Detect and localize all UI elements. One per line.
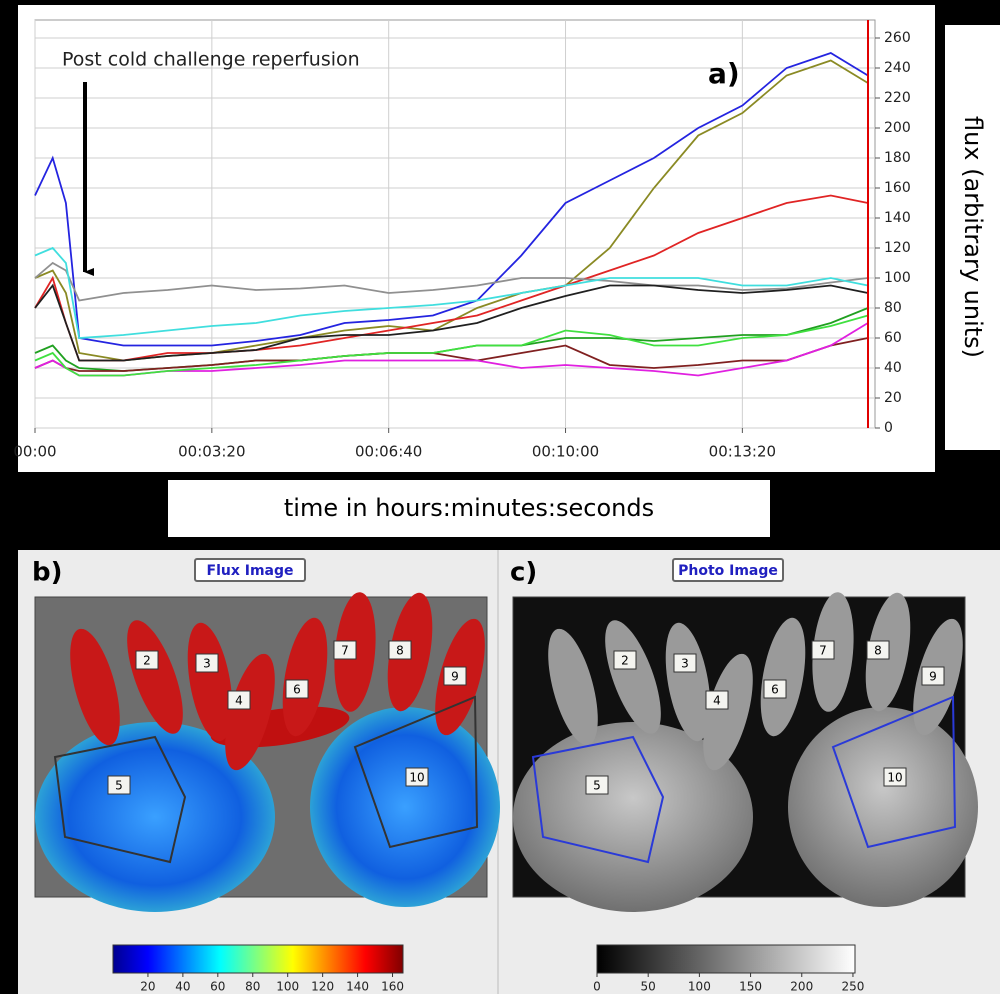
y-axis-label: flux (arbitrary units) — [959, 116, 987, 358]
y-tick-label: 0 — [884, 420, 893, 436]
y-tick-label: 40 — [884, 360, 902, 376]
roi-label: 4 — [713, 694, 721, 708]
x-tick-label: 00:06:40 — [355, 443, 422, 461]
roi-label: 8 — [874, 644, 882, 658]
y-tick-label: 120 — [884, 240, 911, 256]
y-tick-label: 80 — [884, 300, 902, 316]
y-tick-label: 100 — [884, 270, 911, 286]
panel-label: b) — [32, 558, 63, 588]
y-tick-label: 160 — [884, 180, 911, 196]
y-tick-label: 140 — [884, 210, 911, 226]
colorbar-tick-label: 20 — [140, 980, 155, 994]
x-tick-label: 00:13:20 — [709, 443, 776, 461]
image-title: Flux Image — [207, 563, 294, 579]
y-tick-label: 20 — [884, 390, 902, 406]
roi-label: 2 — [143, 654, 151, 668]
colorbar-tick-label: 100 — [276, 980, 299, 994]
colorbar-tick-label: 140 — [346, 980, 369, 994]
x-tick-label: 00:00 — [13, 443, 56, 461]
roi-label: 10 — [887, 771, 902, 785]
roi-label: 8 — [396, 644, 404, 658]
y-tick-label: 220 — [884, 90, 911, 106]
right-hand — [310, 707, 500, 907]
y-tick-label: 60 — [884, 330, 902, 346]
colorbar-tick-label: 0 — [593, 980, 601, 994]
x-tick-label: 00:10:00 — [532, 443, 599, 461]
roi-label: 6 — [771, 683, 779, 697]
right-hand — [788, 707, 978, 907]
x-tick-label: 00:03:20 — [178, 443, 245, 461]
colorbar-tick-label: 160 — [381, 980, 404, 994]
y-tick-label: 240 — [884, 60, 911, 76]
colorbar-tick-label: 60 — [210, 980, 225, 994]
colorbar — [113, 945, 403, 973]
colorbar-tick-label: 200 — [790, 980, 813, 994]
image-title: Photo Image — [678, 563, 778, 579]
panel-label: c) — [510, 558, 537, 588]
colorbar-tick-label: 50 — [641, 980, 656, 994]
x-axis-label: time in hours:minutes:seconds — [284, 494, 654, 522]
colorbar-tick-label: 100 — [688, 980, 711, 994]
roi-label: 6 — [293, 683, 301, 697]
colorbar-tick-label: 120 — [311, 980, 334, 994]
y-tick-label: 180 — [884, 150, 911, 166]
roi-label: 5 — [593, 779, 601, 793]
roi-label: 4 — [235, 694, 243, 708]
colorbar-tick-label: 150 — [739, 980, 762, 994]
roi-label: 2 — [621, 654, 629, 668]
colorbar-tick-label: 250 — [841, 980, 864, 994]
y-tick-label: 200 — [884, 120, 911, 136]
roi-label: 3 — [203, 657, 211, 671]
roi-label: 7 — [819, 644, 827, 658]
roi-label: 7 — [341, 644, 349, 658]
colorbar-tick-label: 80 — [245, 980, 260, 994]
panel-label: a) — [708, 57, 740, 90]
roi-label: 9 — [451, 670, 459, 684]
roi-label: 5 — [115, 779, 123, 793]
figure: 02040608010012014016018020022024026000:0… — [0, 0, 1000, 994]
roi-label: 9 — [929, 670, 937, 684]
roi-label: 3 — [681, 657, 689, 671]
roi-label: 10 — [409, 771, 424, 785]
colorbar — [597, 945, 855, 973]
annotation: Post cold challenge reperfusion — [62, 49, 360, 71]
y-tick-label: 260 — [884, 30, 911, 46]
colorbar-tick-label: 40 — [175, 980, 190, 994]
